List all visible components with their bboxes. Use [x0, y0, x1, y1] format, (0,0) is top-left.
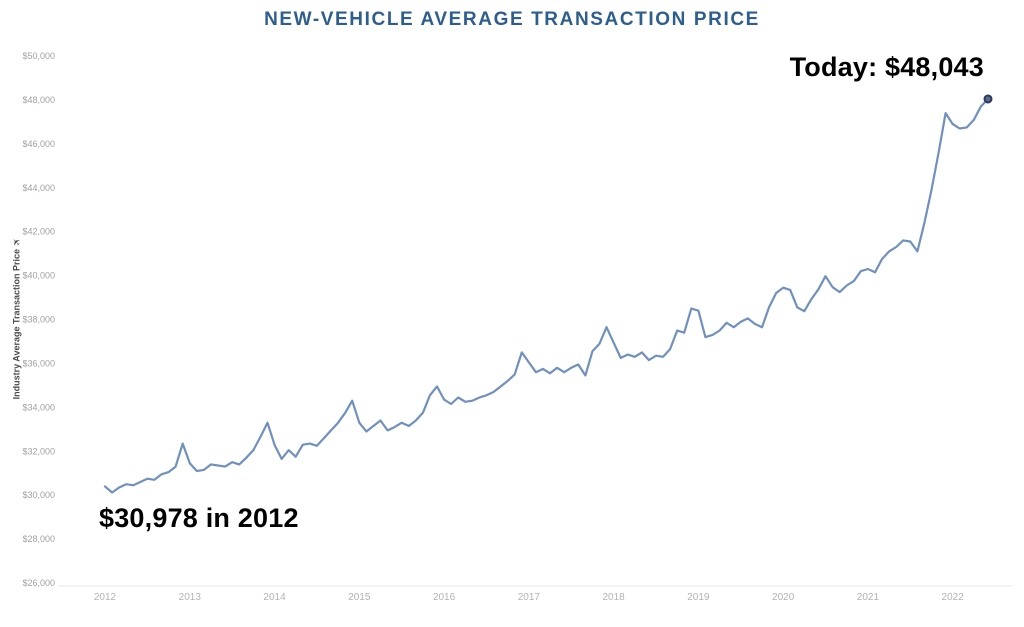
x-tick-label: 2019 — [687, 592, 710, 603]
y-tick-label: $44,000 — [22, 183, 55, 193]
y-tick-label: $46,000 — [22, 139, 55, 149]
y-axis-title-text: Industry Average Transaction Price — [11, 249, 22, 400]
plane-icon: ✈ — [10, 234, 24, 249]
y-axis-title: Industry Average Transaction Price✈ — [10, 234, 24, 404]
x-tick-label: 2016 — [433, 592, 456, 603]
y-tick-label: $30,000 — [22, 490, 55, 500]
x-tick-label: 2018 — [602, 592, 625, 603]
x-tick-label: 2022 — [942, 592, 965, 603]
x-tick-label: 2014 — [263, 592, 286, 603]
y-tick-label: $48,000 — [22, 95, 55, 105]
y-tick-label: $28,000 — [22, 534, 55, 544]
annotation-2012-price: $30,978 in 2012 — [99, 503, 299, 533]
x-tick-label: 2020 — [772, 592, 795, 603]
x-tick-label: 2017 — [518, 592, 541, 603]
x-tick-label: 2015 — [348, 592, 371, 603]
y-tick-label: $34,000 — [22, 402, 55, 412]
x-tick-label: 2013 — [179, 592, 202, 603]
y-tick-label: $42,000 — [22, 227, 55, 237]
y-tick-label: $38,000 — [22, 315, 55, 325]
y-tick-label: $36,000 — [22, 358, 55, 368]
y-tick-label: $50,000 — [22, 51, 55, 61]
price-line-series — [103, 97, 990, 494]
annotation-today-price: Today: $48,043 — [789, 52, 984, 82]
latest-point-marker — [983, 94, 993, 104]
chart-title: NEW-VEHICLE AVERAGE TRANSACTION PRICE — [264, 9, 760, 30]
y-tick-label: $32,000 — [22, 446, 55, 456]
x-tick-label: 2012 — [94, 592, 117, 603]
x-tick-label: 2021 — [857, 592, 880, 603]
y-tick-label: $26,000 — [22, 578, 55, 588]
y-tick-label: $40,000 — [22, 271, 55, 281]
